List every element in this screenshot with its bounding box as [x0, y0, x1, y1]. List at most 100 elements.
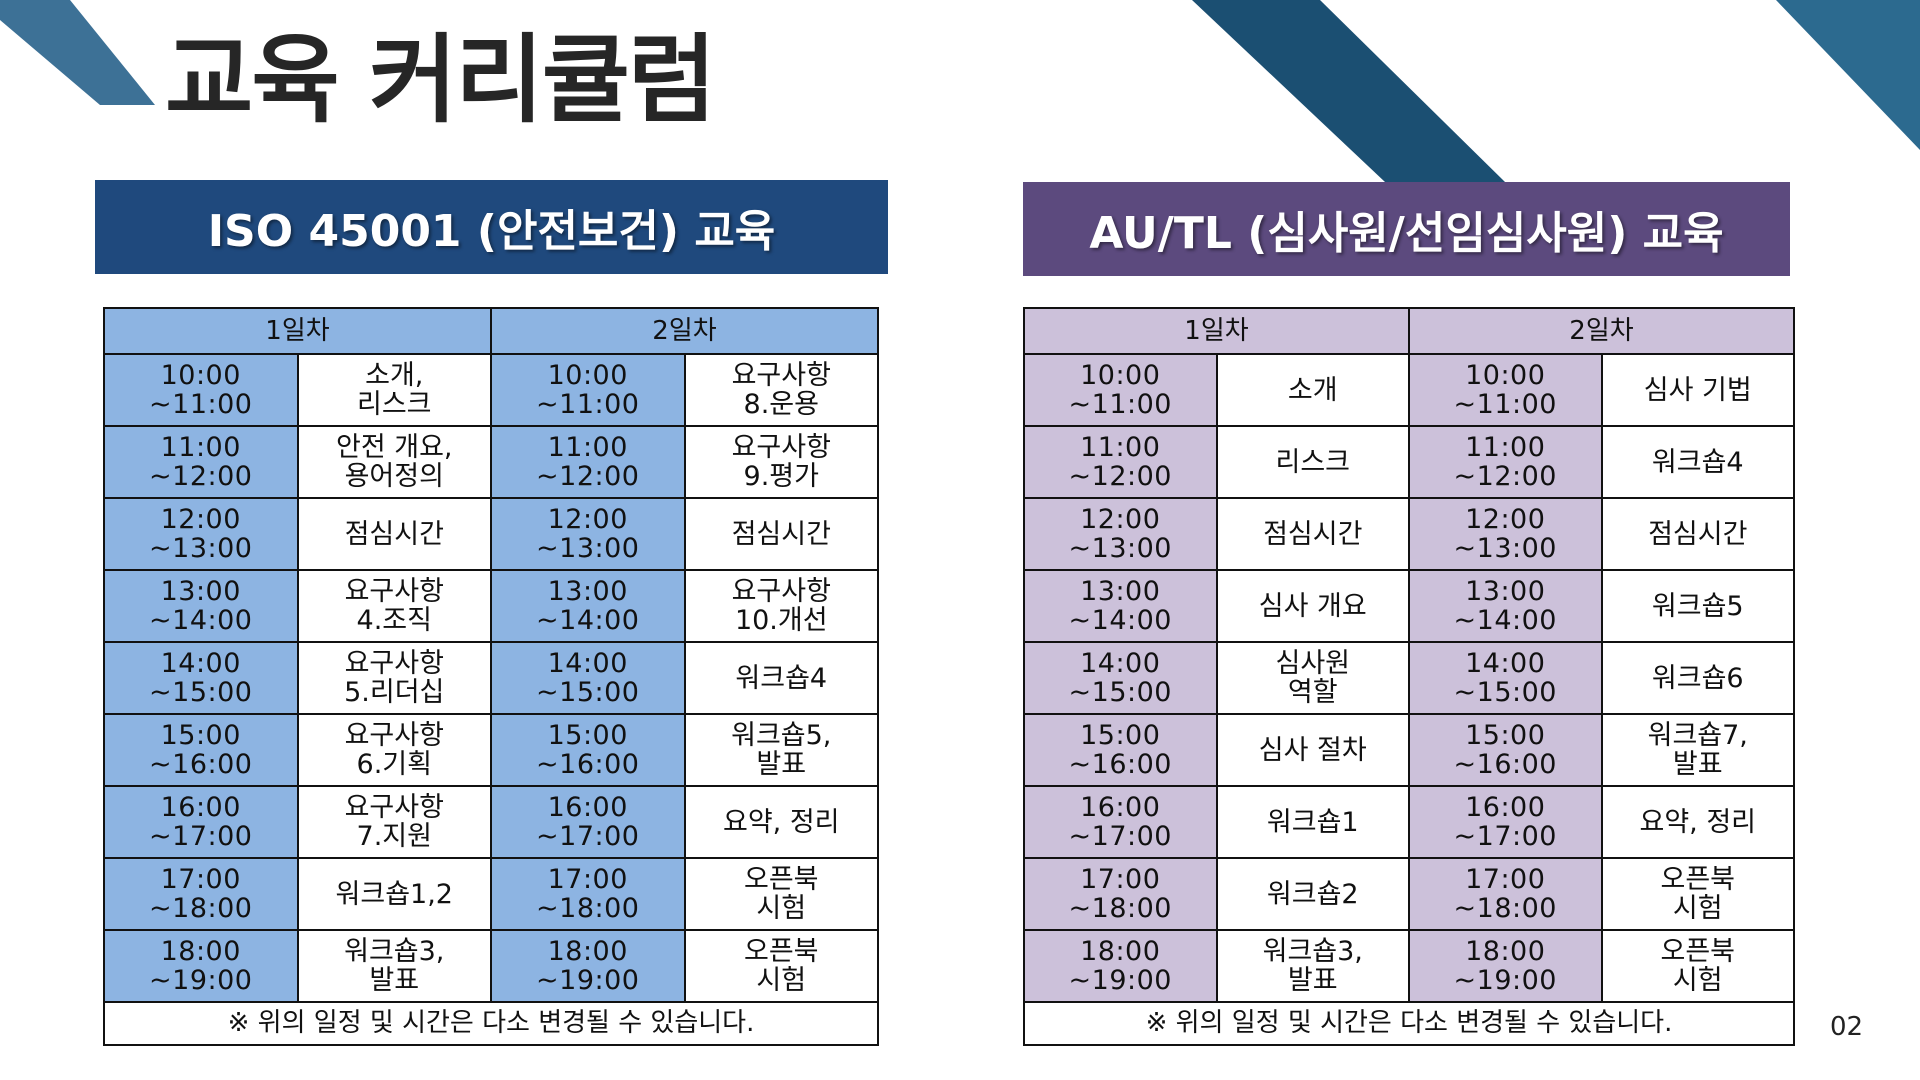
table-row: 17:00 ~18:00 워크숍2 17:00 ~18:00 오픈북 시험	[1023, 857, 1795, 931]
day1-header: 1일차	[103, 307, 492, 355]
day2-session: 워크숍4	[683, 641, 879, 715]
day1-time-slot: 15:00 ~16:00	[1023, 713, 1218, 787]
table-row: 16:00 ~17:00 워크숍1 16:00 ~17:00 요약, 정리	[1023, 785, 1795, 859]
schedule-header-row: 1일차 2일차	[1023, 307, 1795, 355]
day1-time-slot: 14:00 ~15:00	[103, 641, 299, 715]
day1-time-slot: 18:00 ~19:00	[1023, 929, 1218, 1003]
day2-time-slot: 18:00 ~19:00	[1408, 929, 1603, 1003]
table-row: 18:00 ~19:00 워크숍3, 발표 18:00 ~19:00 오픈북 시험	[103, 929, 879, 1003]
day1-session: 워크숍3, 발표	[1215, 929, 1410, 1003]
day1-time-slot: 12:00 ~13:00	[1023, 497, 1218, 571]
day1-session: 워크숍1	[1215, 785, 1410, 859]
day2-session: 심사 기법	[1600, 353, 1795, 427]
day1-header: 1일차	[1023, 307, 1410, 355]
footnote-row: ※ 위의 일정 및 시간은 다소 변경될 수 있습니다.	[103, 1001, 879, 1046]
day2-time-slot: 17:00 ~18:00	[1408, 857, 1603, 931]
day2-session: 요구사항 9.평가	[683, 425, 879, 499]
day2-time-slot: 15:00 ~16:00	[1408, 713, 1603, 787]
day2-time-slot: 10:00 ~11:00	[1408, 353, 1603, 427]
autl-schedule-table: 1일차 2일차 10:00 ~11:00 소개 10:00 ~11:00 심사 기법 …	[1023, 307, 1795, 1046]
day2-session: 오픈북 시험	[683, 929, 879, 1003]
day1-session: 안전 개요, 용어정의	[296, 425, 492, 499]
day2-time-slot: 13:00 ~14:00	[490, 569, 686, 643]
day1-time-slot: 11:00 ~12:00	[1023, 425, 1218, 499]
day2-time-slot: 11:00 ~12:00	[490, 425, 686, 499]
day1-time-slot: 15:00 ~16:00	[103, 713, 299, 787]
day1-time-slot: 14:00 ~15:00	[1023, 641, 1218, 715]
day2-time-slot: 14:00 ~15:00	[1408, 641, 1603, 715]
iso45001-course-banner: ISO 45001 (안전보건) 교육	[95, 180, 888, 274]
day2-session: 워크숍5	[1600, 569, 1795, 643]
day1-session: 점심시간	[1215, 497, 1410, 571]
autl-course-banner: AU/TL (심사원/선임심사원) 교육	[1023, 182, 1790, 276]
day2-time-slot: 12:00 ~13:00	[1408, 497, 1603, 571]
day2-session: 요구사항 8.운용	[683, 353, 879, 427]
table-row: 14:00 ~15:00 요구사항 5.리더십 14:00 ~15:00 워크숍4	[103, 641, 879, 715]
day2-session: 워크숍6	[1600, 641, 1795, 715]
table-row: 17:00 ~18:00 워크숍1,2 17:00 ~18:00 오픈북 시험	[103, 857, 879, 931]
day1-session: 소개	[1215, 353, 1410, 427]
day2-time-slot: 14:00 ~15:00	[490, 641, 686, 715]
day1-time-slot: 10:00 ~11:00	[1023, 353, 1218, 427]
iso45001-schedule-table: 1일차 2일차 10:00 ~11:00 소개, 리스크 10:00 ~11:00 요…	[103, 307, 879, 1046]
day2-time-slot: 10:00 ~11:00	[490, 353, 686, 427]
day2-time-slot: 12:00 ~13:00	[490, 497, 686, 571]
day1-session: 요구사항 7.지원	[296, 785, 492, 859]
day2-session: 워크숍5, 발표	[683, 713, 879, 787]
day1-session: 워크숍3, 발표	[296, 929, 492, 1003]
table-row: 10:00 ~11:00 소개 10:00 ~11:00 심사 기법	[1023, 353, 1795, 427]
day2-session: 워크숍7, 발표	[1600, 713, 1795, 787]
table-row: 11:00 ~12:00 안전 개요, 용어정의 11:00 ~12:00 요구사항 …	[103, 425, 879, 499]
page-number: 02	[1830, 1012, 1864, 1042]
day1-time-slot: 12:00 ~13:00	[103, 497, 299, 571]
schedule-footnote: ※ 위의 일정 및 시간은 다소 변경될 수 있습니다.	[1023, 1001, 1795, 1046]
table-row: 18:00 ~19:00 워크숍3, 발표 18:00 ~19:00 오픈북 시험	[1023, 929, 1795, 1003]
day1-time-slot: 11:00 ~12:00	[103, 425, 299, 499]
day1-time-slot: 17:00 ~18:00	[103, 857, 299, 931]
table-row: 13:00 ~14:00 요구사항 4.조직 13:00 ~14:00 요구사항 10…	[103, 569, 879, 643]
table-row: 12:00 ~13:00 점심시간 12:00 ~13:00 점심시간	[103, 497, 879, 571]
footnote-row: ※ 위의 일정 및 시간은 다소 변경될 수 있습니다.	[1023, 1001, 1795, 1046]
day1-time-slot: 13:00 ~14:00	[1023, 569, 1218, 643]
table-row: 15:00 ~16:00 요구사항 6.기획 15:00 ~16:00 워크숍5, 발…	[103, 713, 879, 787]
day1-time-slot: 16:00 ~17:00	[103, 785, 299, 859]
day1-session: 워크숍2	[1215, 857, 1410, 931]
stripe-top-center	[1192, 0, 1505, 182]
table-row: 12:00 ~13:00 점심시간 12:00 ~13:00 점심시간	[1023, 497, 1795, 571]
table-row: 14:00 ~15:00 심사원 역할 14:00 ~15:00 워크숍6	[1023, 641, 1795, 715]
table-row: 10:00 ~11:00 소개, 리스크 10:00 ~11:00 요구사항 8.운용	[103, 353, 879, 427]
day1-session: 소개, 리스크	[296, 353, 492, 427]
day1-time-slot: 13:00 ~14:00	[103, 569, 299, 643]
day2-session: 오픈북 시험	[1600, 857, 1795, 931]
day2-session: 오픈북 시험	[1600, 929, 1795, 1003]
day2-session: 요약, 정리	[1600, 785, 1795, 859]
day2-session: 요약, 정리	[683, 785, 879, 859]
day1-session: 요구사항 5.리더십	[296, 641, 492, 715]
day2-time-slot: 13:00 ~14:00	[1408, 569, 1603, 643]
table-row: 11:00 ~12:00 리스크 11:00 ~12:00 워크숍4	[1023, 425, 1795, 499]
day1-session: 심사원 역할	[1215, 641, 1410, 715]
page-title: 교육 커리큘럼	[165, 24, 716, 136]
day1-session: 요구사항 4.조직	[296, 569, 492, 643]
day2-header: 2일차	[1408, 307, 1795, 355]
day1-time-slot: 10:00 ~11:00	[103, 353, 299, 427]
stripe-top-right	[1776, 0, 1920, 150]
day2-time-slot: 16:00 ~17:00	[490, 785, 686, 859]
day1-session: 워크숍1,2	[296, 857, 492, 931]
day2-time-slot: 11:00 ~12:00	[1408, 425, 1603, 499]
schedule-footnote: ※ 위의 일정 및 시간은 다소 변경될 수 있습니다.	[103, 1001, 879, 1046]
day1-time-slot: 18:00 ~19:00	[103, 929, 299, 1003]
table-row: 16:00 ~17:00 요구사항 7.지원 16:00 ~17:00 요약, 정리	[103, 785, 879, 859]
day2-time-slot: 15:00 ~16:00	[490, 713, 686, 787]
day1-time-slot: 16:00 ~17:00	[1023, 785, 1218, 859]
table-row: 13:00 ~14:00 심사 개요 13:00 ~14:00 워크숍5	[1023, 569, 1795, 643]
day1-time-slot: 17:00 ~18:00	[1023, 857, 1218, 931]
day2-time-slot: 18:00 ~19:00	[490, 929, 686, 1003]
day2-session: 오픈북 시험	[683, 857, 879, 931]
day1-session: 심사 개요	[1215, 569, 1410, 643]
day2-session: 점심시간	[1600, 497, 1795, 571]
day2-session: 요구사항 10.개선	[683, 569, 879, 643]
day2-time-slot: 17:00 ~18:00	[490, 857, 686, 931]
day1-session: 요구사항 6.기획	[296, 713, 492, 787]
day2-session: 워크숍4	[1600, 425, 1795, 499]
